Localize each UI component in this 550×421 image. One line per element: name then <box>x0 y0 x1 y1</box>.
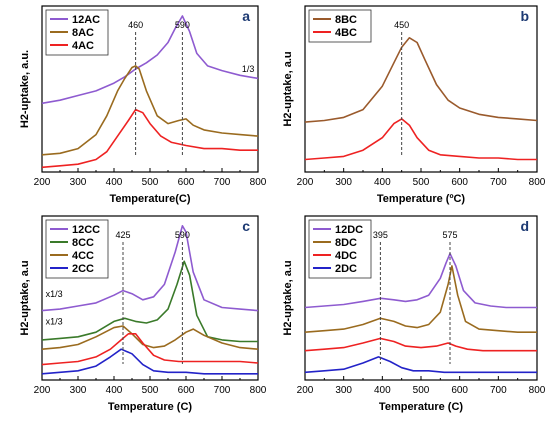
x-tick-label: 400 <box>374 385 391 396</box>
x-tick-label: 200 <box>34 177 51 188</box>
legend-entry-label: 4CC <box>72 250 94 262</box>
chart-panel-c: 200 300 400 500 600 700 800 Temperature (C) H2-u… <box>19 215 267 413</box>
x-tick-label: 600 <box>178 177 195 188</box>
legend-entry-label: 4AC <box>72 40 94 52</box>
x-tick-label: 800 <box>529 177 546 188</box>
peak-label: 575 <box>442 230 457 240</box>
legend-entry-label: 4BC <box>335 27 357 39</box>
x-tick-label: 200 <box>297 385 314 396</box>
legend-entry-label: 4DC <box>335 250 357 262</box>
x-axis-title: Temperature (C) <box>108 401 192 413</box>
x-tick-label: 400 <box>106 177 123 188</box>
series-line-4DC <box>304 337 537 352</box>
x-tick-label: 500 <box>413 177 430 188</box>
peak-label: 450 <box>394 20 409 30</box>
legend-entry-label: 12AC <box>72 14 100 26</box>
x-tick-label: 800 <box>250 177 267 188</box>
x-axis-title: Temperature (ºC) <box>377 193 465 205</box>
series-line-4BC <box>304 118 537 161</box>
annotation-label: x1/3 <box>46 289 63 299</box>
x-tick-label: 800 <box>529 385 546 396</box>
x-tick-label: 700 <box>490 177 507 188</box>
x-tick-label: 600 <box>451 385 468 396</box>
y-axis-title: H2-uptake, a.u <box>282 51 294 126</box>
peak-label: 425 <box>115 230 130 240</box>
x-tick-label: 700 <box>214 177 231 188</box>
peak-label: 395 <box>373 230 388 240</box>
series-line-2CC <box>41 348 258 375</box>
x-tick-label: 300 <box>70 385 87 396</box>
x-tick-label: 200 <box>34 385 51 396</box>
x-tick-label: 700 <box>214 385 231 396</box>
legend-entry-label: 12DC <box>335 224 363 236</box>
series-line-unnamed-4 <box>41 333 259 366</box>
peak-label: 590 <box>175 20 190 30</box>
x-tick-label: 500 <box>142 385 159 396</box>
panel-letter: b <box>520 8 529 24</box>
panel-letter: a <box>242 8 250 24</box>
series-line-8DC <box>304 265 537 333</box>
legend-entry-label: 2CC <box>72 263 94 275</box>
y-axis-title: H2-uptake, a.u <box>19 260 31 335</box>
series-line-4AC <box>41 108 258 169</box>
x-axis-title: Temperature(C) <box>109 193 190 205</box>
series-line-12DC <box>304 252 537 309</box>
x-tick-label: 600 <box>178 385 195 396</box>
annotation-label: 1/3 <box>242 64 255 74</box>
x-tick-label: 300 <box>335 385 352 396</box>
x-tick-label: 600 <box>451 177 468 188</box>
legend-entry-label: 8DC <box>335 237 357 249</box>
series-line-12AC <box>41 15 259 105</box>
chart-panel-b: 200 300 400 500 600 700 800 Temperature (ºC) H2-… <box>282 5 546 205</box>
x-axis-title: Temperature (C) <box>379 401 463 413</box>
chart-panel-d: 200 300 400 500 600 700 800 Temperature (C) H2-u… <box>282 215 546 413</box>
peak-label: 460 <box>128 20 143 30</box>
chart-panel-a: 200 300 400 500 600 700 800 Temperature(C) H2-up… <box>19 5 267 205</box>
legend-entry-label: 8BC <box>335 14 357 26</box>
series-line-4CC <box>41 325 259 350</box>
y-axis-title: H2-uptake, a.u. <box>19 50 31 128</box>
legend-entry-label: 8AC <box>72 27 94 39</box>
series-line-8AC <box>41 65 259 156</box>
series-line-12CC <box>41 225 259 312</box>
series-line-8BC <box>304 37 538 123</box>
x-tick-label: 400 <box>106 385 123 396</box>
series-line-2DC <box>304 356 537 374</box>
legend-entry-label: 12CC <box>72 224 100 236</box>
annotation-label: x1/3 <box>46 317 63 327</box>
x-tick-label: 300 <box>335 177 352 188</box>
x-tick-label: 400 <box>374 177 391 188</box>
legend-entry-label: 8CC <box>72 237 94 249</box>
x-tick-label: 700 <box>490 385 507 396</box>
x-tick-label: 500 <box>413 385 430 396</box>
panel-letter: c <box>242 218 250 234</box>
y-axis-title: H2-uptake, a.u <box>282 260 294 335</box>
x-tick-label: 300 <box>70 177 87 188</box>
legend-entry-label: 2DC <box>335 263 357 275</box>
x-tick-label: 200 <box>297 177 314 188</box>
panel-letter: d <box>520 218 529 234</box>
peak-label: 590 <box>175 230 190 240</box>
x-tick-label: 800 <box>250 385 267 396</box>
legend-box <box>308 9 372 43</box>
x-tick-label: 500 <box>142 177 159 188</box>
